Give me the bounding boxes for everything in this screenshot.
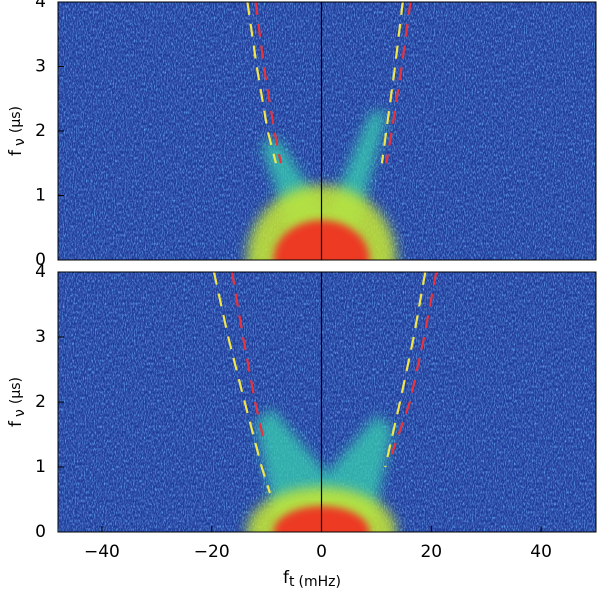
y-axis-label: fν (μs) xyxy=(6,377,28,427)
x-axis-label-main: f xyxy=(283,568,290,588)
y-tick-label: 1 xyxy=(35,186,46,206)
curve xyxy=(254,2,282,164)
y-axis-label-main: f xyxy=(6,420,26,427)
y-tick-label: 2 xyxy=(35,121,46,141)
y-axis-label-unit: (μs) xyxy=(8,106,24,133)
y-tick-label: 0 xyxy=(35,522,46,542)
y-tick-label: 4 xyxy=(35,0,46,12)
y-axis-label-main: f xyxy=(6,149,26,156)
curve xyxy=(380,2,404,164)
y-axis-label-sub: ν xyxy=(12,138,28,146)
plot-area xyxy=(58,272,596,532)
x-tick-label: 0 xyxy=(316,542,327,562)
curve xyxy=(385,2,412,164)
x-tick-label: 40 xyxy=(530,542,552,562)
y-tick-label: 4 xyxy=(35,262,46,282)
curve xyxy=(230,272,265,442)
x-tick-label: −40 xyxy=(84,542,120,562)
x-axis-label-unit: (mHz) xyxy=(299,574,341,590)
x-axis-label-sub: t xyxy=(289,574,295,590)
y-tick-label: 2 xyxy=(35,392,46,412)
curve xyxy=(212,272,271,494)
plot-area xyxy=(58,2,596,260)
curve xyxy=(246,2,278,164)
y-tick-label: 1 xyxy=(35,457,46,477)
curve xyxy=(384,272,427,468)
y-axis-label-unit: (μs) xyxy=(8,377,24,404)
y-tick-label: 3 xyxy=(35,327,46,347)
x-tick-label: −20 xyxy=(194,542,230,562)
curve xyxy=(390,272,438,455)
y-axis-label: fν (μs) xyxy=(6,106,28,156)
x-axis-label: ft (mHz) xyxy=(283,568,341,590)
y-axis-label-sub: ν xyxy=(12,409,28,417)
y-tick-label: 3 xyxy=(35,57,46,77)
y-tick-label: 0 xyxy=(35,250,46,270)
x-tick-label: 20 xyxy=(420,542,442,562)
